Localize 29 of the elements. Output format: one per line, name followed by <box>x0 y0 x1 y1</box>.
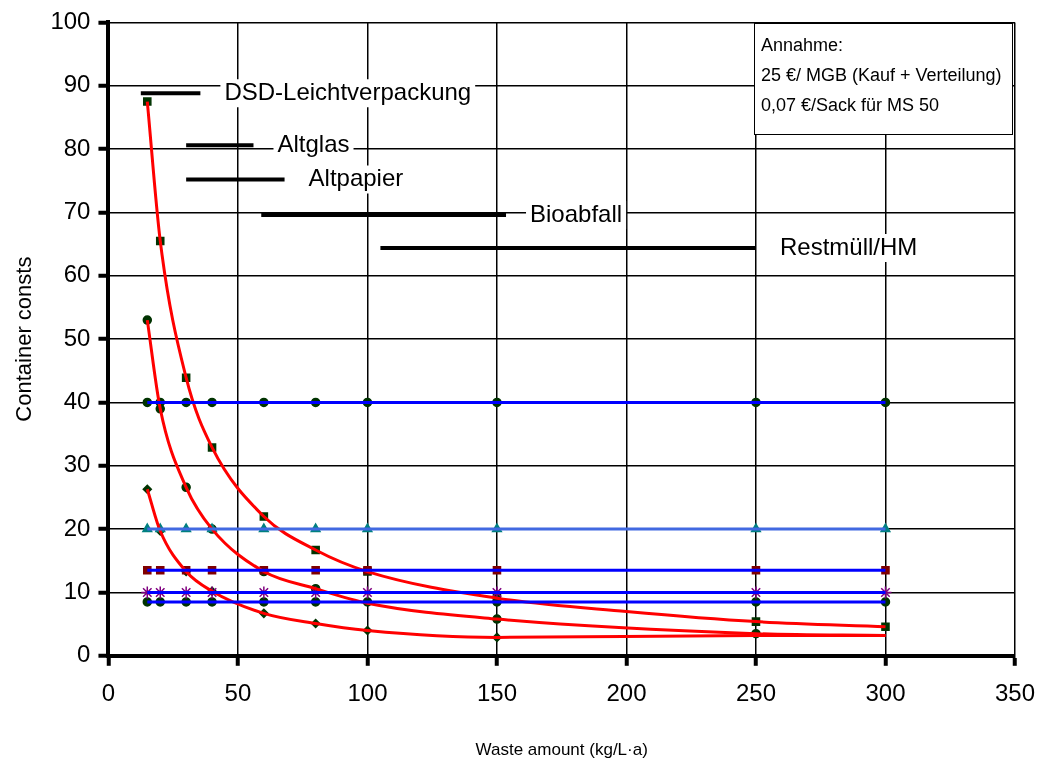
x-tick-label: 350 <box>994 678 1035 706</box>
y-tick-label: 70 <box>63 197 91 225</box>
y-tick-label: 60 <box>63 260 91 288</box>
x-tick-label: 100 <box>347 678 388 706</box>
y-tick-label: 30 <box>63 450 91 478</box>
y-tick-label: 50 <box>63 323 91 351</box>
y-tick-label: 40 <box>63 387 91 415</box>
y-tick-label: 90 <box>63 70 91 98</box>
series-label: Altglas <box>277 129 350 157</box>
annotation: 0,07 €/Sack für MS 50 <box>760 94 941 118</box>
y-tick-label: 20 <box>63 513 91 541</box>
x-tick-label: 0 <box>101 678 116 706</box>
y-axis-title: Container consts <box>11 256 37 422</box>
annotation: 25 €/ MGB (Kauf + Verteilung) <box>760 64 1002 88</box>
y-tick-label: 0 <box>77 640 91 668</box>
x-axis-title: Waste amount (kg/L·a) <box>475 740 648 760</box>
series-label: DSD-Leichtverpackung <box>224 77 472 105</box>
y-tick-label: 10 <box>63 577 91 605</box>
x-tick-label: 50 <box>224 678 252 706</box>
y-tick-label: 80 <box>63 133 91 161</box>
series-label: Altpapier <box>308 164 404 192</box>
annotation: Annahme: <box>760 34 845 58</box>
y-tick-label: 100 <box>50 7 91 35</box>
x-tick-label: 200 <box>606 678 647 706</box>
x-tick-label: 150 <box>476 678 517 706</box>
series-label: Restmüll/HM <box>779 232 918 260</box>
x-tick-label: 250 <box>735 678 776 706</box>
series-label: Bioabfall <box>530 199 623 227</box>
x-tick-label: 300 <box>865 678 906 706</box>
